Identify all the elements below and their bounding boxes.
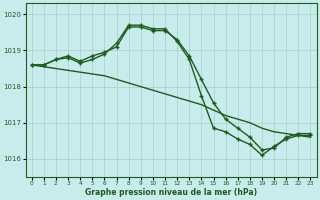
X-axis label: Graphe pression niveau de la mer (hPa): Graphe pression niveau de la mer (hPa) [85, 188, 257, 197]
